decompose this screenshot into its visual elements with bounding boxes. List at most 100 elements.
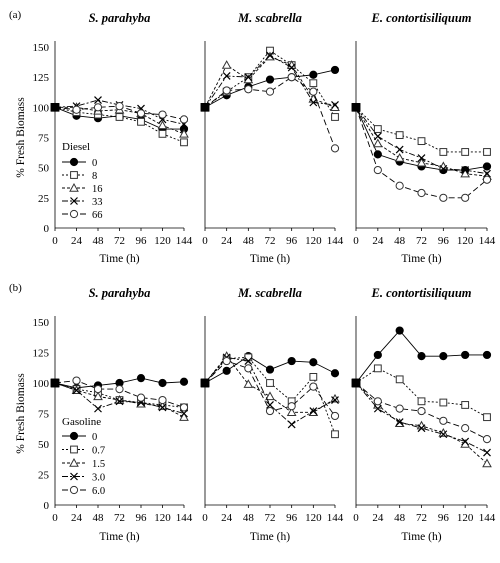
x-tick-label: 120 <box>305 235 322 247</box>
data-point <box>330 411 340 421</box>
data-point <box>115 102 124 111</box>
y-tick-label: 75 <box>38 409 50 421</box>
legend-entry: 16 <box>62 182 103 195</box>
data-point <box>373 404 382 413</box>
data-point <box>331 113 339 121</box>
x-axis-label: Time (h) <box>250 531 290 543</box>
data-point <box>373 350 382 360</box>
x-tick-label: 96 <box>136 512 148 524</box>
legend-entry: 1.5 <box>62 457 105 470</box>
data-point <box>50 378 60 388</box>
x-tick-label: 120 <box>305 512 322 524</box>
data-point <box>439 398 448 407</box>
y-tick-label: 125 <box>33 348 50 360</box>
data-point <box>265 391 275 401</box>
data-point <box>157 120 168 130</box>
data-point <box>222 72 231 80</box>
data-point <box>179 128 189 138</box>
data-point <box>309 98 318 107</box>
x-tick-label: 144 <box>327 235 344 247</box>
data-point <box>373 132 382 141</box>
data-point <box>439 430 448 439</box>
x-axis-label: Time (h) <box>401 253 441 265</box>
data-point <box>373 364 382 373</box>
data-point <box>395 181 404 190</box>
y-tick-label: 100 <box>33 378 50 390</box>
data-point <box>115 113 124 121</box>
data-point <box>461 437 470 446</box>
data-point <box>180 409 188 418</box>
data-point <box>482 435 492 444</box>
data-point <box>483 448 491 457</box>
legend-marker <box>69 209 79 219</box>
data-point <box>461 401 470 409</box>
data-point <box>482 458 492 468</box>
data-point <box>439 416 448 425</box>
data-point <box>265 87 275 96</box>
series-line <box>355 382 488 453</box>
legend-title: Diesel <box>62 141 90 153</box>
data-point <box>179 377 189 386</box>
data-point <box>373 125 382 133</box>
legend-entry: 66 <box>62 210 103 221</box>
x-tick-label: 24 <box>221 235 233 247</box>
x-tick-label: 24 <box>71 235 83 247</box>
data-point <box>200 103 210 112</box>
data-point <box>244 85 253 94</box>
subplot-3: E. contortisiliquum 0 24 48 72 96 120 144 Time (… <box>351 286 496 543</box>
data-point <box>438 427 449 437</box>
y-axis-label: % Fresh Biomass <box>15 97 27 178</box>
y-tick-label: 25 <box>38 470 50 482</box>
x-tick-label: 96 <box>438 512 450 524</box>
x-tick-label: 72 <box>416 235 427 247</box>
series-33 <box>351 103 491 178</box>
legend-entry: 33 <box>62 197 103 208</box>
data-point <box>50 103 60 112</box>
x-tick-label: 0 <box>202 512 208 524</box>
legend-marker <box>69 182 79 192</box>
data-point <box>351 378 361 388</box>
series-1.5 <box>351 378 492 468</box>
data-point <box>137 117 145 126</box>
data-point <box>222 366 231 375</box>
data-point <box>94 404 102 413</box>
x-tick-label: 144 <box>176 235 193 247</box>
data-point <box>416 157 427 167</box>
x-tick-label: 96 <box>438 235 450 247</box>
x-tick-label: 120 <box>457 512 474 524</box>
legend-marker <box>70 445 78 454</box>
subplot-title: M. scabrella <box>237 11 302 25</box>
data-point <box>158 403 167 412</box>
x-tick-label: 72 <box>114 512 125 524</box>
data-point <box>115 385 124 394</box>
data-point <box>395 145 404 154</box>
data-point <box>115 397 124 406</box>
data-point <box>482 350 492 360</box>
legend: Gasoline 0 0.7 1.5 3.0 6.0 <box>62 416 105 497</box>
panel-label: (b) <box>9 282 22 294</box>
data-point <box>243 379 254 388</box>
data-point <box>136 374 146 383</box>
data-point <box>287 356 296 366</box>
x-tick-label: 48 <box>243 512 255 524</box>
data-point <box>309 358 318 367</box>
data-point <box>330 393 340 403</box>
subplot-title: E. contortisiliquum <box>370 286 471 300</box>
x-tick-label: 48 <box>93 235 105 247</box>
data-point <box>222 356 231 366</box>
data-point <box>72 105 81 114</box>
data-point <box>93 391 103 401</box>
data-point <box>179 412 189 421</box>
data-point <box>94 96 102 105</box>
subplot-3: E. contortisiliquum 0 24 48 72 96 120 144 Time (… <box>351 11 496 265</box>
data-point <box>439 148 448 156</box>
y-tick-label: 75 <box>38 133 50 145</box>
data-point <box>395 326 404 335</box>
x-tick-label: 144 <box>327 512 344 524</box>
data-point <box>482 162 492 171</box>
data-point <box>244 357 253 365</box>
y-axis-label: % Fresh Biomass <box>15 373 27 454</box>
legend-entry: 0 <box>62 158 97 169</box>
